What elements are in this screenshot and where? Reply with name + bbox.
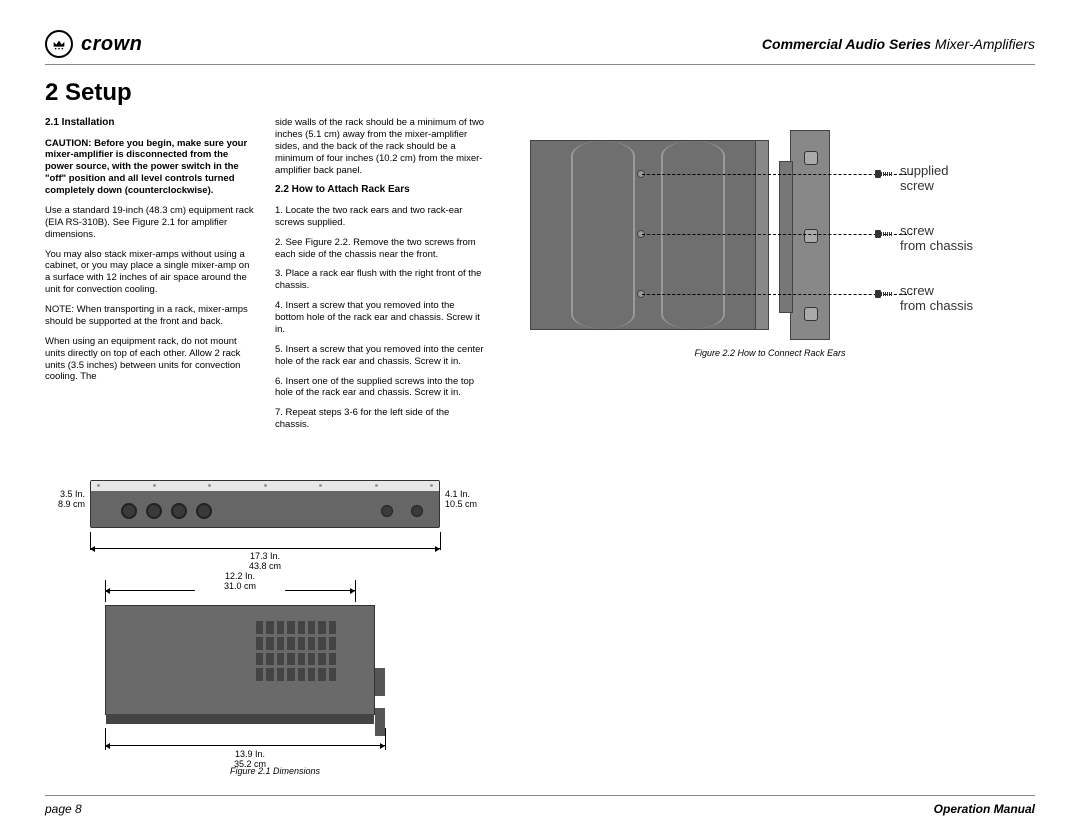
figure-2-2: suppliedscrew screwfrom chassis screwfro… — [530, 130, 1040, 370]
amp-top-chassis — [105, 605, 375, 715]
step-5: 5. Insert a screw that you removed into … — [275, 344, 485, 368]
doc-series-bold: Commercial Audio Series — [762, 36, 931, 52]
document-title: Commercial Audio Series Mixer-Amplifiers — [762, 36, 1035, 52]
dim-width: 17.3 In.43.8 cm — [215, 552, 315, 572]
step-7: 7. Repeat steps 3-6 for the left side of… — [275, 407, 485, 431]
heading-rackears: 2.2 How to Attach Rack Ears — [275, 184, 485, 197]
page-footer: page 8 Operation Manual — [45, 795, 1035, 816]
col2-p1: side walls of the rack should be a minim… — [275, 117, 485, 176]
screw-label-chassis-1: screwfrom chassis — [900, 224, 973, 254]
page-header: crown Commercial Audio Series Mixer-Ampl… — [45, 30, 1035, 65]
dim-depth1: 12.2 In.31.0 cm — [195, 572, 285, 592]
screw-label-supplied: suppliedscrew — [900, 164, 948, 194]
column-1: 2.1 Installation CAUTION: Before you beg… — [45, 117, 255, 439]
screw-icon — [875, 230, 893, 238]
dim-height-right: 4.1 In.10.5 cm — [445, 490, 477, 510]
section-title: 2 Setup — [45, 79, 1035, 107]
col1-p4: When using an equipment rack, do not mou… — [45, 336, 255, 384]
amp-front-view: 3.5 In.8.9 cm 4.1 In.10.5 cm 17.3 In.43.… — [45, 470, 505, 550]
dim-height-left: 3.5 In.8.9 cm — [45, 490, 85, 510]
dim-depth2: 13.9 In.35.2 cm — [205, 750, 295, 770]
brand-logo: crown — [45, 30, 142, 58]
amp-top-view: 12.2 In.31.0 cm 13.9 In.35.2 cm — [45, 580, 505, 760]
column-2: side walls of the rack should be a minim… — [275, 117, 485, 439]
amp-front-chassis — [90, 480, 440, 528]
screw-icon — [875, 290, 893, 298]
col1-p2: You may also stack mixer-amps without us… — [45, 249, 255, 297]
page-number: page 8 — [45, 802, 82, 816]
screw-icon — [875, 170, 893, 178]
brand-name: crown — [81, 33, 142, 56]
caution-paragraph: CAUTION: Before you begin, make sure you… — [45, 138, 255, 197]
manual-label: Operation Manual — [934, 802, 1035, 816]
screw-label-chassis-2: screwfrom chassis — [900, 284, 973, 314]
step-6: 6. Insert one of the supplied screws int… — [275, 376, 485, 400]
step-2: 2. See Figure 2.2. Remove the two screws… — [275, 237, 485, 261]
figure-2-1: 3.5 In.8.9 cm 4.1 In.10.5 cm 17.3 In.43.… — [45, 470, 505, 776]
step-3: 3. Place a rack ear flush with the right… — [275, 268, 485, 292]
chassis-front-edge — [755, 140, 769, 330]
step-4: 4. Insert a screw that you removed into … — [275, 300, 485, 336]
chassis-side-view — [530, 140, 760, 330]
doc-series-rest: Mixer-Amplifiers — [931, 36, 1035, 52]
col1-p3: NOTE: When transporting in a rack, mixer… — [45, 304, 255, 328]
heading-installation: 2.1 Installation — [45, 117, 255, 130]
col1-p1: Use a standard 19-inch (48.3 cm) equipme… — [45, 205, 255, 241]
rack-ear — [790, 130, 830, 340]
crown-icon — [45, 30, 73, 58]
figure-2-2-caption: Figure 2.2 How to Connect Rack Ears — [620, 348, 920, 358]
step-1: 1. Locate the two rack ears and two rack… — [275, 205, 485, 229]
